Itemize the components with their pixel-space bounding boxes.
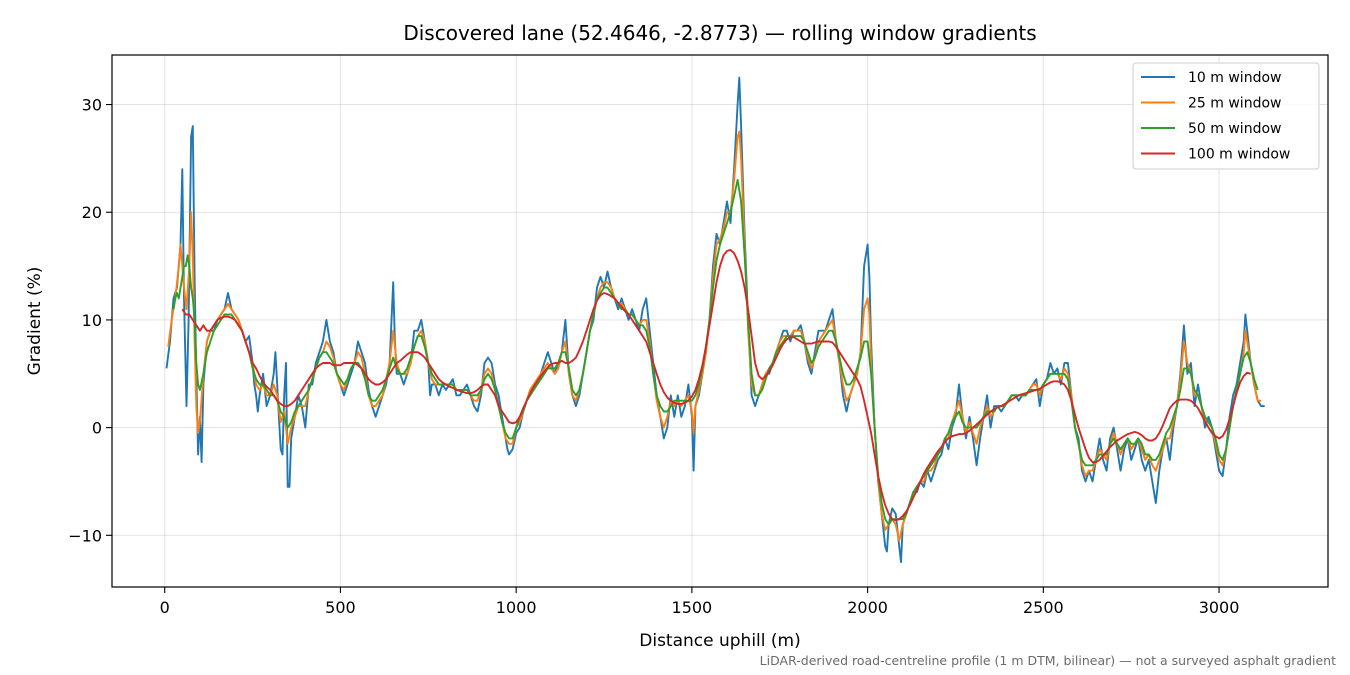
x-tick-label: 1000: [496, 598, 537, 617]
x-tick-label: 2500: [1023, 598, 1064, 617]
y-axis-label: Gradient (%): [25, 267, 45, 376]
legend-box: [1132, 62, 1320, 170]
y-tick-label: 10: [82, 311, 102, 330]
series-lines: [165, 76, 1265, 564]
y-tick-label: 0: [92, 419, 102, 438]
legend-label: 10 m window: [1188, 70, 1281, 86]
legend-label: 50 m window: [1188, 121, 1281, 137]
grid-lines: [112, 55, 1328, 587]
legend-label: 100 m window: [1188, 147, 1290, 163]
x-tick-label: 500: [325, 598, 356, 617]
y-tick-label: −10: [68, 526, 102, 545]
legend: 10 m window 25 m window 50 m window 100 m w…: [1132, 62, 1320, 170]
y-tick-label: 20: [82, 203, 102, 222]
series-line-100-m-window: [181, 248, 1251, 522]
plot-frame: [111, 54, 1329, 588]
legend-label: 25 m window: [1188, 96, 1281, 112]
series-line-50-m-window: [172, 178, 1259, 526]
y-tick-label: 30: [82, 96, 102, 115]
x-tick-label: 3000: [1199, 598, 1240, 617]
x-axis-label: Distance uphill (m): [639, 631, 800, 651]
x-tick-label: 1500: [672, 598, 713, 617]
x-tick-label: 2000: [847, 598, 888, 617]
x-tick-label: 0: [160, 598, 170, 617]
series-line-25-m-window: [167, 130, 1262, 542]
chart-title: Discovered lane (52.4646, -2.8773) — rol…: [403, 21, 1036, 45]
x-axis-ticks: 0 500 1000 1500 2000 2500 3000: [160, 587, 1240, 617]
y-axis-ticks: −10 0 10 20 30: [68, 96, 112, 545]
footnote: LiDAR-derived road-centreline profile (1…: [760, 653, 1336, 668]
